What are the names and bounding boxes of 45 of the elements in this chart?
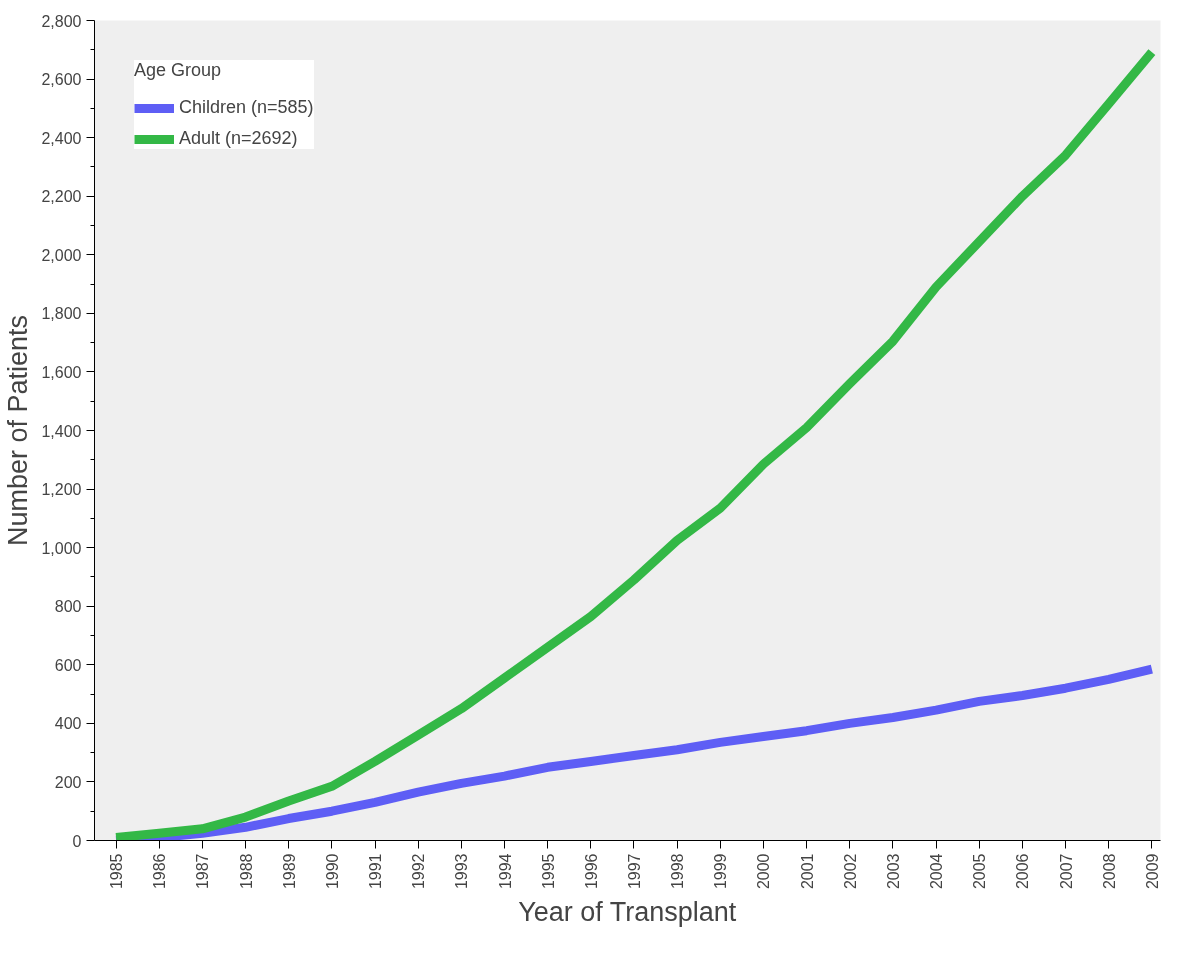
x-tick-label: 2007 [1057,853,1075,890]
x-tick-label: 1986 [151,853,169,890]
x-tick-label: 1992 [410,853,428,890]
x-tick-label: 1993 [453,853,471,890]
y-tick-label: 200 [54,773,82,791]
x-tick-label: 2009 [1143,853,1161,890]
y-tick-label: 2,000 [41,246,82,264]
x-tick-label: 1995 [539,853,557,890]
x-tick-label: 2005 [971,853,989,890]
x-tick-label: 2001 [798,853,816,890]
x-axis-title: Year of Transplant [518,897,737,928]
x-tick-label: 1994 [496,853,514,890]
y-tick-label: 1,600 [41,363,82,381]
y-tick-label: 0 [72,832,82,850]
x-tick-label: 2004 [928,853,946,890]
x-tick-label: 1987 [194,853,212,890]
x-tick-label: 1997 [625,853,643,890]
y-tick-label: 800 [54,598,82,616]
x-tick-label: 1998 [669,853,687,890]
y-tick-label: 1,800 [41,305,82,323]
x-tick-label: 2006 [1014,853,1032,890]
y-tick-label: 2,800 [41,12,82,30]
x-tick-label: 1999 [712,853,730,890]
y-tick-label: 2,400 [41,129,82,147]
x-tick-label: 2002 [841,853,859,890]
legend-label: Adult (n=2692) [179,128,298,149]
y-axis-title: Number of Patients [3,314,34,547]
x-tick-label: 1988 [237,853,255,890]
y-tick-label: 2,200 [41,188,82,206]
y-tick-label: 400 [54,715,82,733]
legend-title: Age Group [134,60,223,81]
y-tick-label: 1,400 [41,422,82,440]
y-tick-label: 1,200 [41,481,82,499]
x-tick-label: 2003 [884,853,902,890]
legend-label: Children (n=585) [179,97,314,118]
x-tick-label: 1990 [323,853,341,890]
x-tick-label: 2000 [755,853,773,890]
x-tick-label: 1991 [367,853,385,890]
x-tick-label: 1996 [582,853,600,890]
x-tick-label: 2008 [1100,853,1118,890]
y-tick-label: 600 [54,656,82,674]
y-tick-label: 1,000 [41,539,82,557]
x-tick-label: 1985 [108,853,126,890]
x-tick-label: 1989 [280,853,298,890]
y-tick-label: 2,600 [41,71,82,89]
